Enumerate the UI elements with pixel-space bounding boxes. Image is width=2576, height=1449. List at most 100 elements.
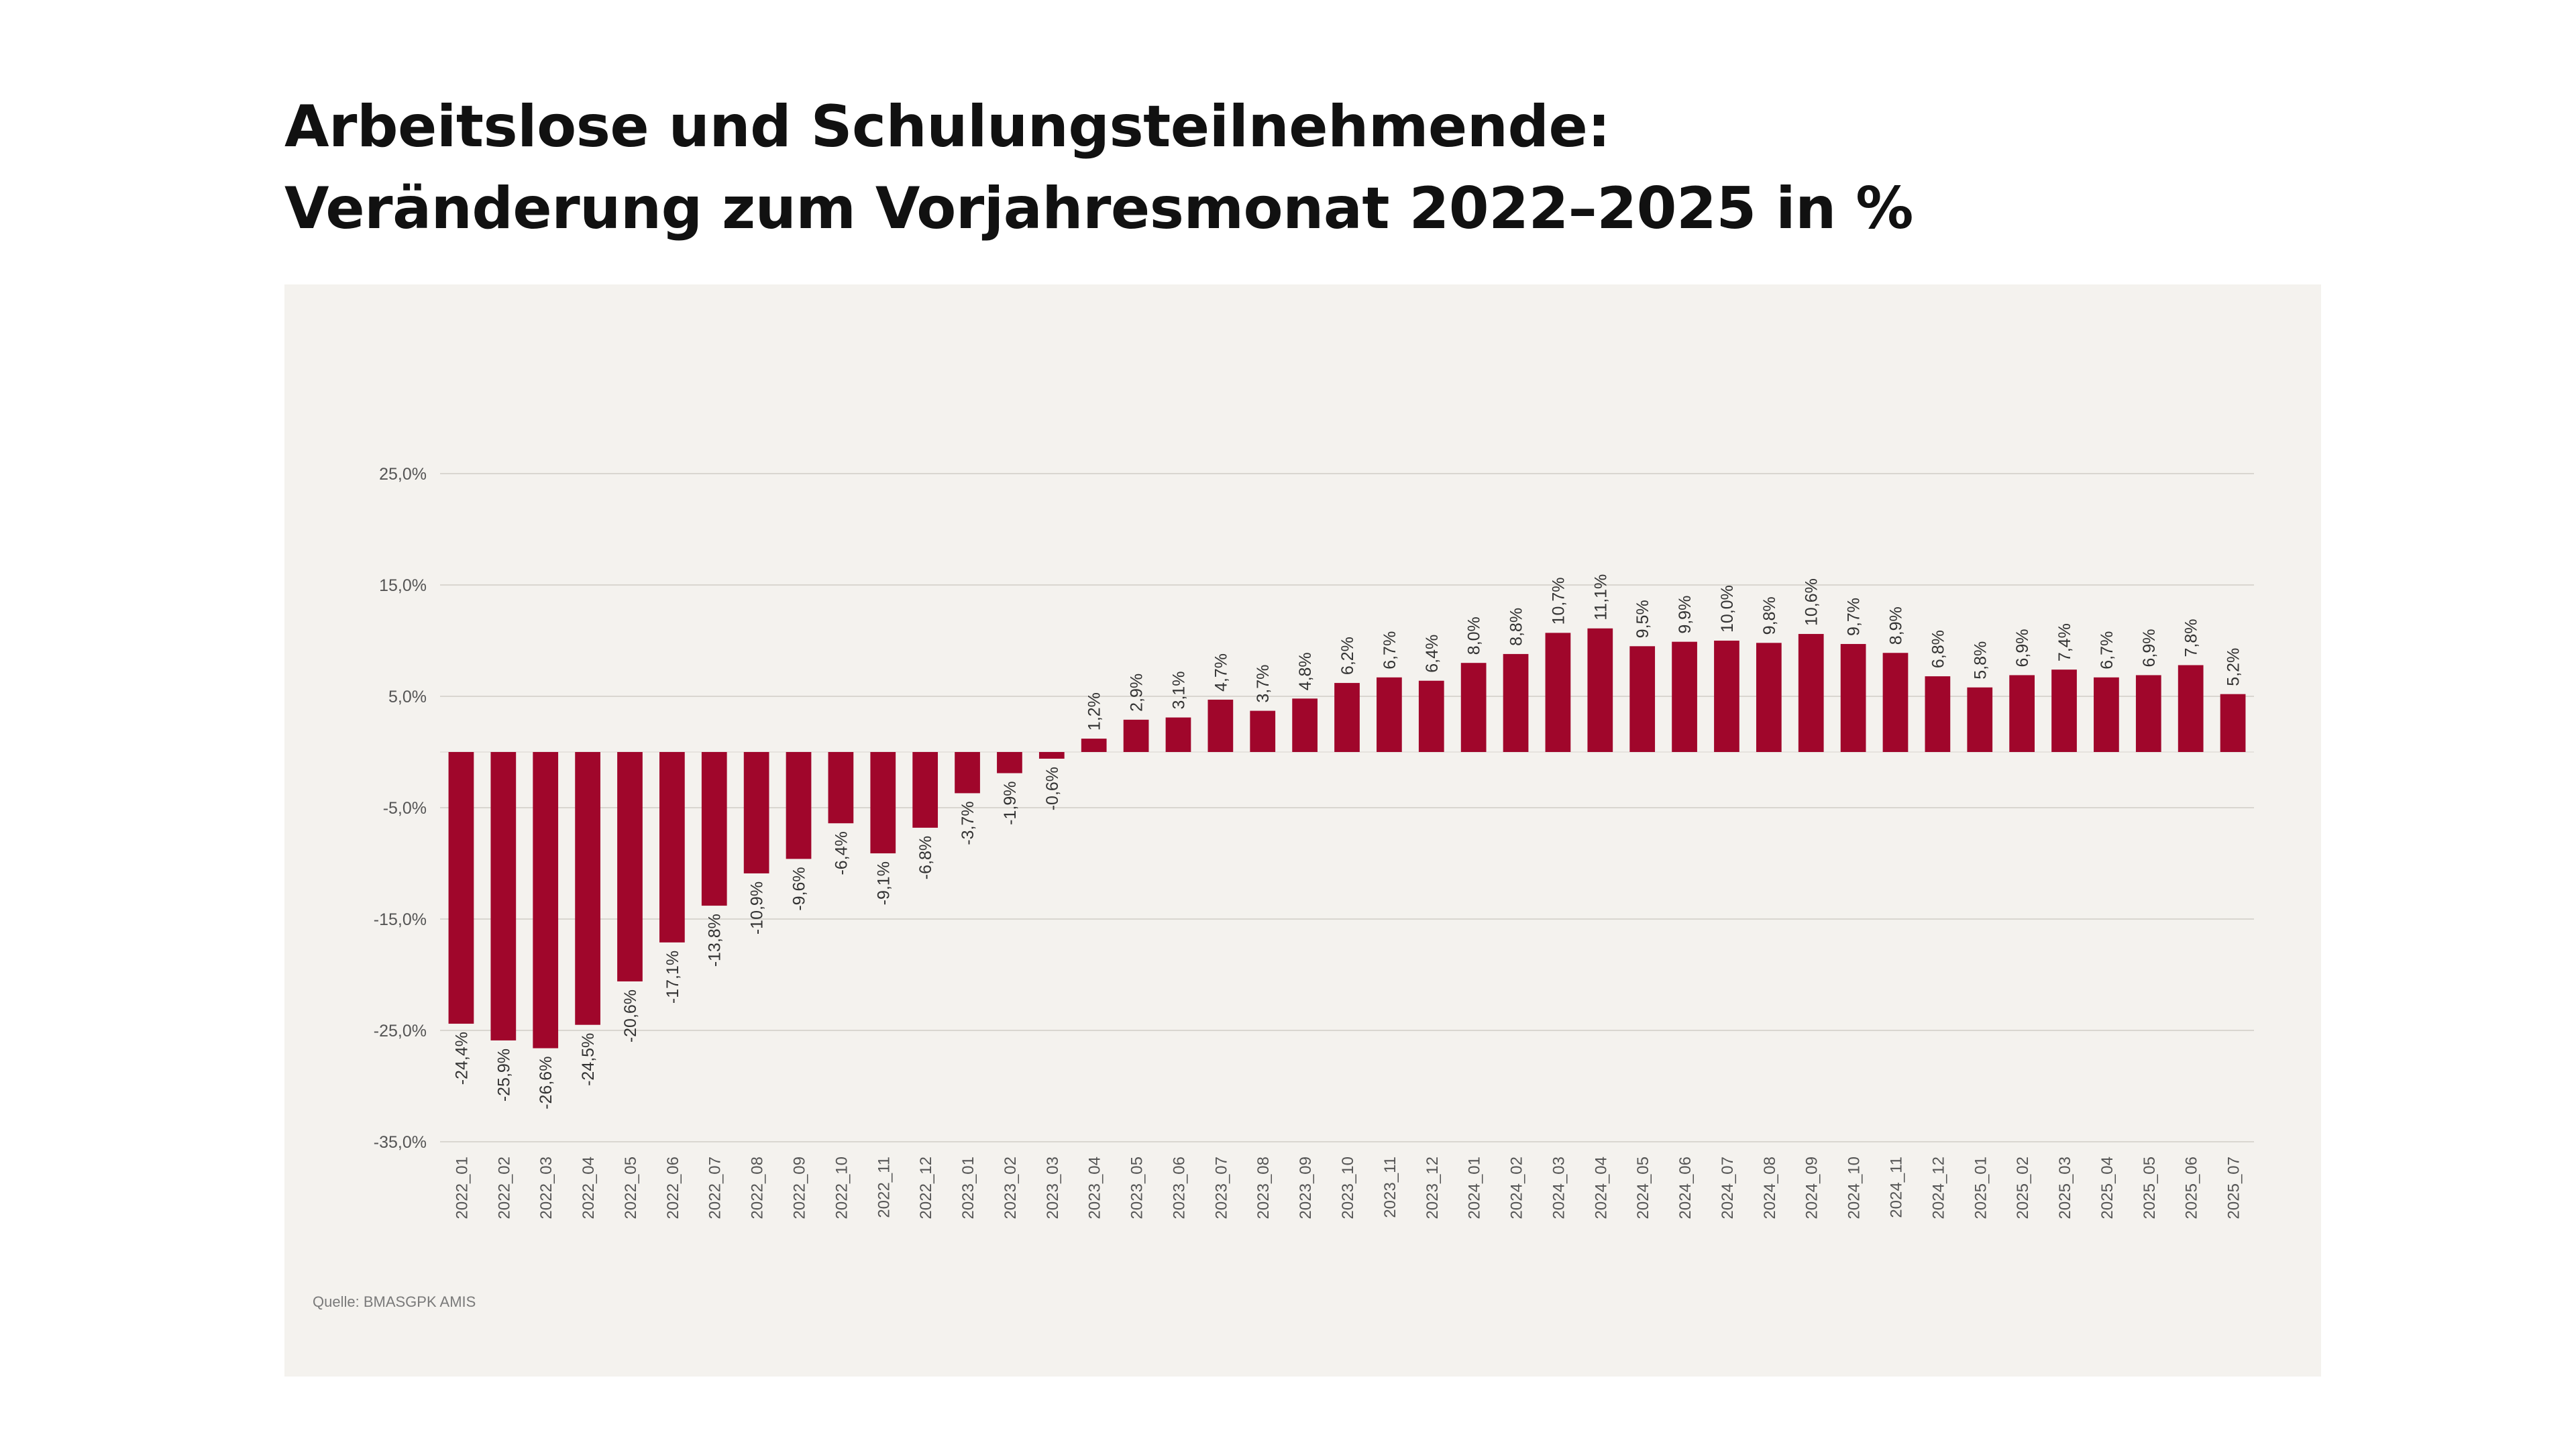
bar [1377, 677, 1402, 752]
data-label: 6,7% [2098, 631, 2116, 669]
bar [2094, 677, 2119, 752]
bar [1460, 663, 1487, 752]
y-tick-label: 5,0% [388, 688, 427, 706]
x-tick-label: 2022_12 [917, 1157, 935, 1219]
x-tick-label: 2023_09 [1297, 1157, 1315, 1219]
bar [1292, 698, 1318, 752]
data-label: -9,1% [874, 861, 893, 905]
data-label: 1,2% [1085, 692, 1104, 731]
x-tick-label: 2025_04 [2098, 1157, 2116, 1219]
data-label: 10,0% [1718, 585, 1737, 633]
data-label: 5,8% [1971, 641, 1990, 680]
x-tick-label: 2024_08 [1761, 1157, 1779, 1219]
x-tick-label: 2022_07 [706, 1157, 724, 1219]
x-tick-label: 2023_04 [1086, 1157, 1104, 1219]
data-label: 6,2% [1338, 637, 1357, 675]
x-tick-label: 2022_03 [537, 1157, 555, 1219]
data-label: 10,6% [1803, 578, 1821, 626]
bar [1925, 676, 1951, 752]
y-tick-label: -35,0% [374, 1133, 427, 1152]
x-tick-label: 2024_05 [1634, 1157, 1652, 1219]
data-label: -17,1% [663, 951, 682, 1004]
bar [1081, 739, 1107, 752]
x-tick-label: 2023_05 [1128, 1157, 1146, 1219]
bar [1714, 641, 1739, 752]
data-label: 8,8% [1507, 608, 1526, 646]
x-tick-label: 2024_10 [1845, 1157, 1864, 1219]
x-tick-label: 2022_04 [580, 1157, 598, 1219]
y-tick-label: -25,0% [374, 1022, 427, 1040]
bar-chart: 25,0% 15,0% 5,0% -5,0% -15,0% -25,0% -35,0% -24… [374, 465, 2254, 1219]
source-note: Quelle: BMASGPK AMIS [313, 1293, 476, 1310]
bar [1208, 699, 1234, 752]
bar [997, 752, 1022, 773]
x-tick-label: 2024_02 [1508, 1157, 1526, 1219]
data-label: -9,6% [790, 867, 809, 910]
bar [1334, 683, 1360, 752]
x-tick-label: 2024_07 [1719, 1157, 1737, 1219]
data-label: 6,7% [1381, 631, 1399, 669]
y-tick-label: 25,0% [379, 465, 427, 484]
data-label: -20,6% [621, 989, 640, 1042]
data-label: 2,9% [1128, 674, 1146, 712]
data-label: 9,7% [1845, 598, 1864, 636]
chart-title: Arbeitslose und Schulungsteilnehmende: V… [284, 86, 1913, 250]
bar [2178, 665, 2204, 752]
x-tick-label: 2023_08 [1254, 1157, 1273, 1219]
data-label: 3,1% [1169, 672, 1188, 710]
bar [743, 752, 769, 873]
bar [490, 752, 517, 1040]
data-label: -24,5% [579, 1033, 598, 1086]
data-label: -10,9% [748, 881, 767, 934]
data-label: -25,9% [494, 1049, 513, 1102]
data-label: 7,8% [2182, 619, 2201, 657]
bar [2135, 675, 2161, 752]
bar [2220, 694, 2246, 752]
bar [1798, 634, 1824, 752]
data-label: 6,8% [1929, 630, 1947, 668]
x-tick-label: 2022_11 [875, 1157, 893, 1218]
data-label: -0,6% [1043, 767, 1062, 810]
bar [448, 752, 474, 1024]
data-label: -6,4% [832, 831, 851, 875]
x-tick-label: 2024_06 [1676, 1157, 1695, 1219]
data-label: 6,9% [2140, 629, 2159, 667]
bar [575, 752, 600, 1025]
x-tick-label: 2025_02 [2014, 1157, 2032, 1219]
bar [1672, 641, 1697, 752]
chart-title-line-2: Veränderung zum Vorjahresmonat 2022–2025… [284, 175, 1913, 242]
bar [701, 752, 727, 906]
data-label: 4,8% [1296, 652, 1315, 690]
data-label: 6,9% [2013, 629, 2032, 667]
data-label: 8,0% [1465, 616, 1484, 655]
y-tick-label: -15,0% [374, 910, 427, 929]
bar [1587, 628, 1613, 752]
x-tick-label: 2025_06 [2183, 1157, 2201, 1219]
data-label: -24,4% [452, 1032, 471, 1085]
data-label: -3,7% [959, 801, 977, 845]
bar [912, 752, 938, 828]
bar [2009, 675, 2035, 752]
data-label: -26,6% [537, 1057, 555, 1110]
bar [786, 752, 812, 859]
bar [1418, 680, 1444, 752]
data-label: -13,8% [706, 914, 724, 967]
x-tick-label: 2025_05 [2141, 1157, 2159, 1219]
bar [1882, 653, 1909, 752]
x-tick-label: 2022_08 [749, 1157, 767, 1219]
bar [1840, 643, 1866, 752]
x-tick-label: 2023_11 [1381, 1157, 1399, 1218]
bar [955, 752, 980, 794]
x-tick-label: 2022_05 [622, 1157, 640, 1219]
x-tick-label: 2022_10 [833, 1157, 851, 1219]
x-tick-label: 2022_01 [453, 1157, 471, 1219]
data-label: 11,1% [1591, 574, 1610, 621]
bar [1629, 646, 1656, 752]
bar [2051, 669, 2077, 752]
x-tick-label: 2024_12 [1929, 1157, 1947, 1219]
x-tick-label: 2025_07 [2225, 1157, 2243, 1219]
x-tick-label: 2024_03 [1550, 1157, 1568, 1219]
bar [659, 752, 685, 943]
data-label: 7,4% [2055, 623, 2074, 661]
bar [828, 752, 854, 824]
